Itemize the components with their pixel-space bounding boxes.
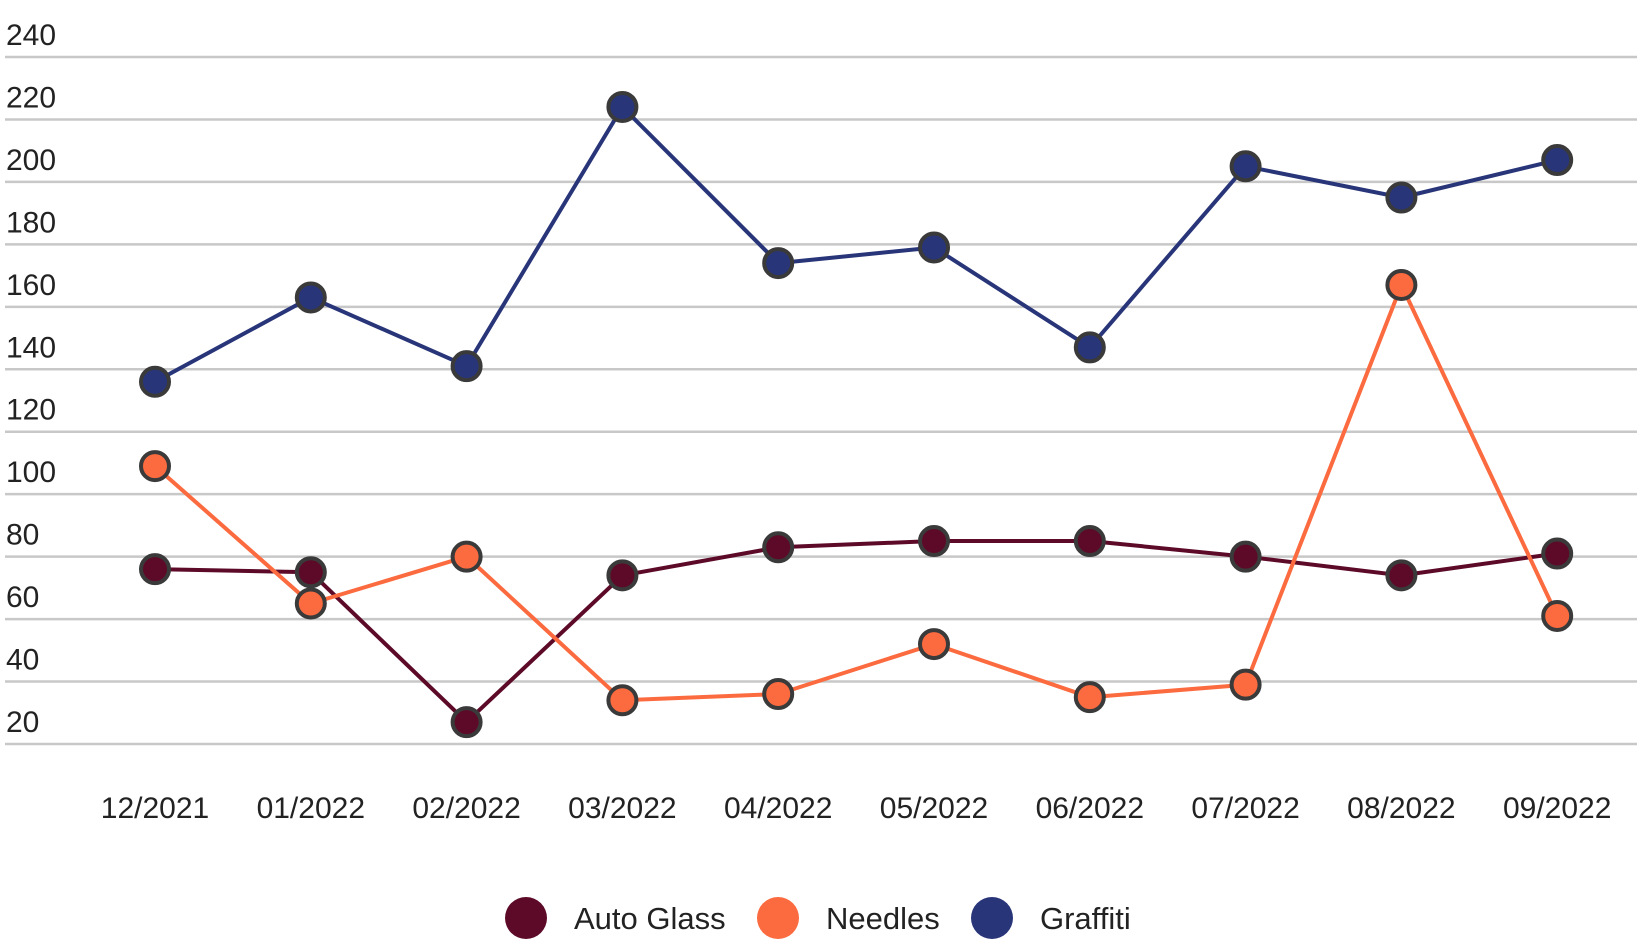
series-points xyxy=(139,90,1574,739)
legend-marker-needles xyxy=(757,897,799,939)
gridlines xyxy=(5,55,1637,746)
x-tick-label: 09/2022 xyxy=(1503,792,1611,825)
y-tick-label: 80 xyxy=(6,519,39,552)
y-tick-label: 200 xyxy=(6,144,56,177)
data-point-auto-glass xyxy=(1541,537,1574,570)
data-point-graffiti xyxy=(139,365,171,398)
data-point-auto-glass xyxy=(1073,525,1106,558)
data-point-graffiti xyxy=(1541,144,1574,177)
legend-marker-auto-glass xyxy=(505,897,547,939)
data-point-auto-glass xyxy=(606,559,639,592)
data-point-needles xyxy=(606,684,639,717)
legend: Auto Glass Needles Graffiti xyxy=(505,897,1131,939)
y-tick-label: 100 xyxy=(6,456,56,489)
legend-label-graffiti: Graffiti xyxy=(1040,901,1131,936)
y-tick-label: 120 xyxy=(6,394,56,427)
data-point-auto-glass xyxy=(1385,559,1418,592)
data-point-graffiti xyxy=(450,350,483,383)
y-tick-label: 180 xyxy=(6,206,56,239)
data-point-auto-glass xyxy=(918,525,950,558)
data-point-auto-glass xyxy=(139,553,171,586)
data-point-auto-glass xyxy=(294,556,327,589)
y-axis-tick-labels: 20 40 60 80 100 120 140 160 180 200 220 240 xyxy=(6,19,56,739)
x-axis-tick-labels: 12/2021 01/2022 02/2022 03/2022 04/2022 05/20… xyxy=(101,792,1612,825)
x-tick-label: 08/2022 xyxy=(1347,792,1455,825)
x-tick-label: 12/2021 xyxy=(101,792,209,825)
data-point-needles xyxy=(450,540,483,573)
series-line-graffiti xyxy=(153,105,1560,384)
data-point-needles xyxy=(1229,668,1262,701)
data-point-graffiti xyxy=(918,231,950,264)
data-point-needles xyxy=(1073,681,1106,714)
y-tick-label: 60 xyxy=(6,581,39,614)
y-tick-label: 40 xyxy=(6,644,39,677)
data-point-needles xyxy=(294,587,327,620)
legend-label-auto-glass: Auto Glass xyxy=(574,901,726,936)
x-tick-label: 05/2022 xyxy=(880,792,988,825)
series-line-needles xyxy=(153,283,1560,703)
x-tick-label: 03/2022 xyxy=(568,792,676,825)
y-tick-label: 20 xyxy=(6,706,39,739)
data-point-graffiti xyxy=(1385,181,1418,214)
data-point-graffiti xyxy=(606,90,639,123)
data-point-needles xyxy=(1541,599,1574,632)
data-point-graffiti xyxy=(1229,150,1262,183)
data-point-needles xyxy=(762,678,795,711)
data-point-graffiti xyxy=(762,247,795,280)
legend-marker-graffiti xyxy=(971,897,1013,939)
y-tick-label: 220 xyxy=(6,81,56,114)
data-point-auto-glass xyxy=(450,706,483,739)
data-point-needles xyxy=(1385,268,1418,301)
x-tick-label: 06/2022 xyxy=(1036,792,1144,825)
legend-label-needles: Needles xyxy=(826,901,940,936)
y-tick-label: 160 xyxy=(6,269,56,302)
x-tick-label: 04/2022 xyxy=(724,792,832,825)
x-tick-label: 02/2022 xyxy=(412,792,520,825)
data-point-auto-glass xyxy=(762,531,795,564)
data-point-graffiti xyxy=(294,281,327,314)
x-tick-label: 07/2022 xyxy=(1191,792,1299,825)
data-point-needles xyxy=(918,628,950,661)
series-line-auto-glass xyxy=(153,539,1560,725)
series-lines xyxy=(153,105,1560,725)
x-tick-label: 01/2022 xyxy=(257,792,365,825)
data-point-auto-glass xyxy=(1229,540,1262,573)
y-tick-label: 140 xyxy=(6,331,56,364)
y-tick-label: 240 xyxy=(6,19,56,52)
data-point-needles xyxy=(139,450,171,483)
data-point-graffiti xyxy=(1073,331,1106,364)
